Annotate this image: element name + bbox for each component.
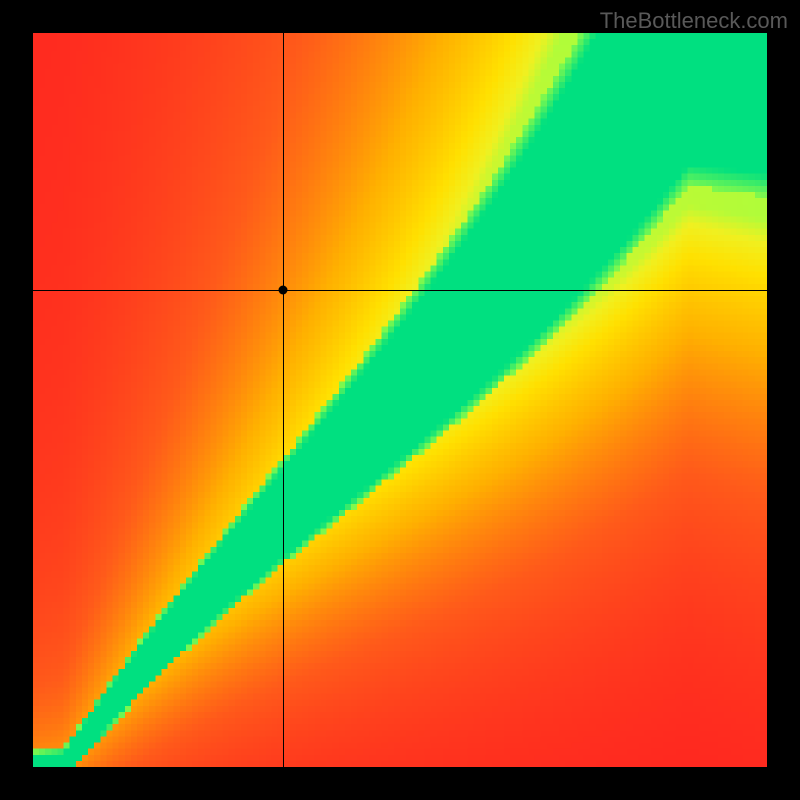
heatmap-canvas <box>33 33 767 767</box>
plot-area <box>33 33 767 767</box>
watermark-text: TheBottleneck.com <box>600 8 788 34</box>
